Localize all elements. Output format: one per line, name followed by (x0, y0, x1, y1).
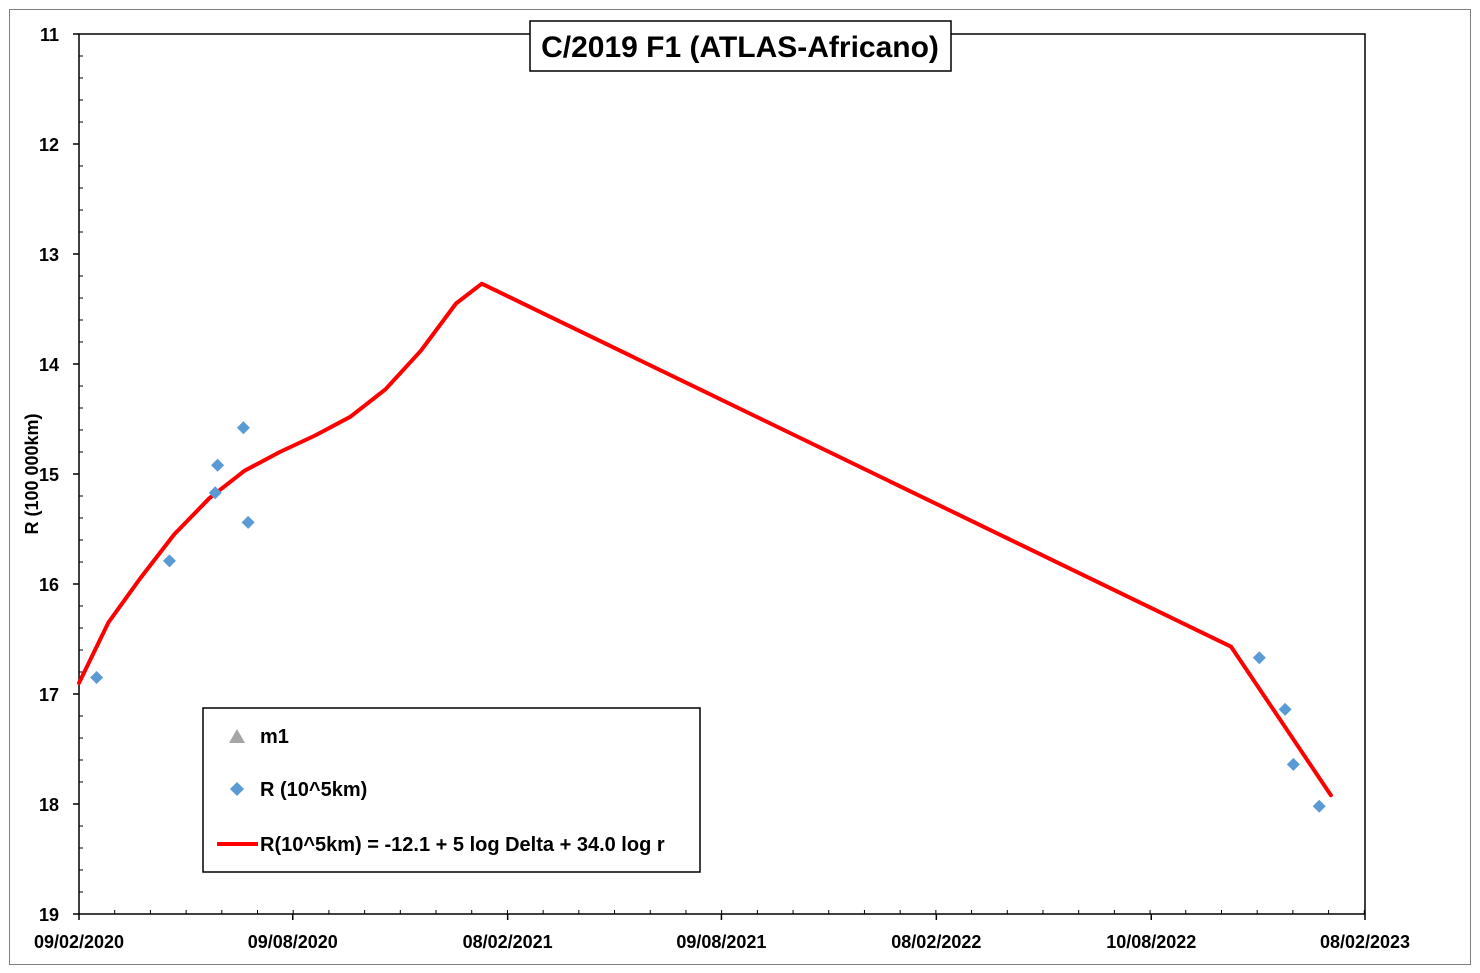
y-tick-label: 11 (40, 25, 59, 45)
y-tick-label: 15 (39, 465, 59, 485)
chart-title-box: C/2019 F1 (ATLAS-Africano) (529, 20, 952, 72)
fit-curve-line (77, 281, 1333, 798)
legend-label: m1 (260, 726, 289, 748)
legend-label: R(10^5km) = -12.1 + 5 log Delta + 34.0 l… (260, 834, 665, 856)
data-point-r (1278, 702, 1292, 716)
data-point-r (1286, 757, 1300, 771)
legend-diamond-icon (230, 782, 244, 796)
y-axis-title: R (100 000km) (22, 413, 42, 534)
chart-frame (9, 9, 1471, 965)
y-axis-ticks: 11 12 13 14 15 16 17 18 19 (39, 25, 83, 925)
y-tick-label: 13 (39, 245, 59, 265)
y-tick-label: 19 (39, 905, 59, 925)
legend-box (202, 707, 701, 873)
data-point-r (211, 458, 225, 472)
legend-label: R (10^5km) (260, 779, 367, 801)
x-tick-label: 10/08/2022 (1106, 932, 1196, 952)
y-tick-label: 16 (39, 575, 59, 595)
data-point-r (208, 486, 222, 500)
x-tick-label: 09/08/2021 (676, 932, 766, 952)
y-tick-label: 14 (39, 355, 59, 375)
y-tick-label: 12 (39, 135, 59, 155)
data-point-r (162, 554, 176, 568)
y-tick-label: 18 (39, 795, 59, 815)
legend-entries: m1 R (10^5km) R(10^5km) = -12.1 + 5 log De… (217, 726, 665, 856)
data-point-r (241, 515, 255, 529)
chart-title: C/2019 F1 (ATLAS-Africano) (541, 31, 939, 64)
legend: m1 R (10^5km) R(10^5km) = -12.1 + 5 log De… (202, 707, 701, 873)
data-point-r (90, 671, 104, 684)
x-tick-label: 08/02/2021 (463, 932, 553, 952)
legend-triangle-icon (229, 729, 245, 743)
x-tick-label: 08/02/2023 (1320, 932, 1410, 952)
data-point-r (236, 421, 250, 435)
y-tick-label: 17 (39, 685, 59, 705)
x-tick-label: 09/02/2020 (34, 932, 124, 952)
data-point-r (1312, 799, 1326, 813)
x-tick-label: 08/02/2022 (891, 932, 981, 952)
data-point-r (1252, 651, 1266, 665)
x-tick-label: 09/08/2020 (248, 932, 338, 952)
x-axis-ticks: 09/02/2020 09/08/2020 08/02/2021 09/08/2021… (34, 910, 1410, 952)
series-layer (77, 281, 1333, 813)
